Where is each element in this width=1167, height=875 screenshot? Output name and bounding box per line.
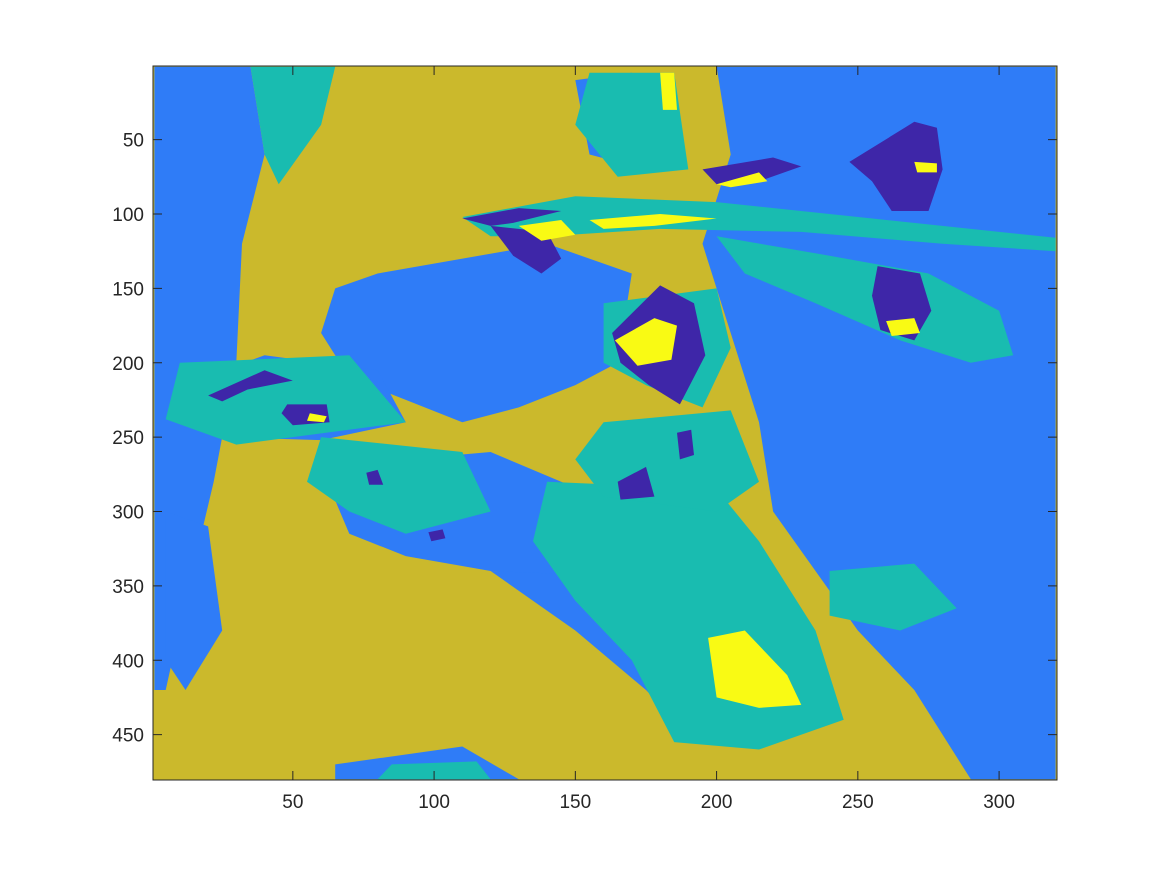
heatmap-region (716, 236, 1014, 363)
heatmap-region (165, 355, 406, 445)
y-tick-label: 150 (112, 279, 144, 300)
x-tick-label: 50 (282, 792, 303, 813)
x-tick-label: 150 (559, 792, 591, 813)
heatmap-region (307, 413, 327, 423)
heatmap-region (716, 172, 768, 188)
heatmap-region (518, 220, 576, 241)
heatmap-region (589, 214, 717, 229)
heatmap-region (165, 511, 223, 690)
y-axis: 50 100 150 200 250 300 350 400 450 (112, 131, 1057, 747)
heatmap-region (849, 121, 943, 211)
heatmap-region (660, 72, 677, 110)
y-tick-label: 200 (112, 354, 144, 375)
heatmap-region (377, 761, 491, 780)
y-tick-label: 400 (112, 651, 144, 672)
heatmap-region (428, 529, 446, 542)
x-tick-label: 300 (983, 792, 1015, 813)
x-tick-label: 100 (418, 792, 450, 813)
plot-frame (152, 65, 1058, 781)
heatmap-region (321, 243, 632, 423)
heatmap-region (677, 429, 694, 460)
heatmap-region (462, 208, 562, 226)
y-tick-label: 250 (112, 428, 144, 449)
y-tick-label: 450 (112, 726, 144, 747)
heatmap-region (462, 196, 1056, 252)
heatmap-regions (154, 66, 1056, 780)
heatmap-region (250, 66, 336, 185)
x-axis: 50 100 150 200 250 300 (282, 66, 1015, 813)
heatmap-region (366, 469, 384, 485)
y-tick-label: 350 (112, 577, 144, 598)
heatmap-region (708, 630, 802, 708)
heatmap-region (614, 318, 677, 366)
x-tick-label: 250 (842, 792, 874, 813)
x-tick-label: 200 (701, 792, 733, 813)
y-tick-label: 100 (112, 205, 144, 226)
y-tick-label: 50 (123, 131, 144, 152)
heatmap-region (914, 161, 937, 173)
heatmap-region (307, 437, 491, 534)
heatmap-region (886, 318, 920, 336)
heatmap-region (829, 563, 957, 631)
heatmap-region (702, 157, 802, 185)
heatmap-region (617, 466, 655, 500)
heatmap-region (208, 370, 293, 402)
y-tick-label: 300 (112, 503, 144, 524)
heatmap-region (575, 72, 689, 177)
